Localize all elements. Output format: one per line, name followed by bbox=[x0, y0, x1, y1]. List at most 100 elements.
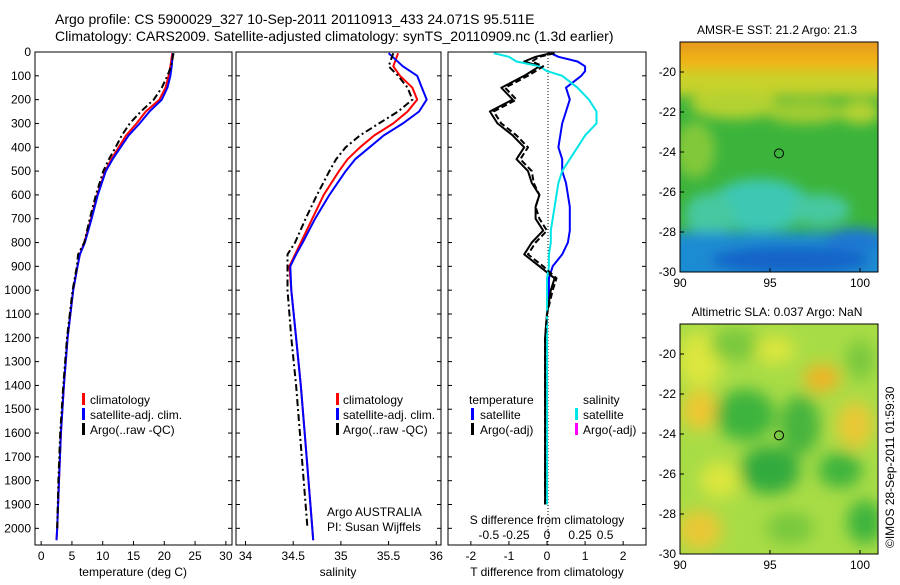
map-y-tick-label: -24 bbox=[659, 427, 677, 441]
x-tick-label: 0 bbox=[38, 549, 45, 563]
series-line-salinity-satellite bbox=[493, 52, 598, 505]
y-tick-label: 1300 bbox=[4, 355, 31, 369]
map-y-tick-label: -26 bbox=[659, 185, 677, 199]
y-tick-label: 1500 bbox=[4, 402, 31, 416]
depth-tick-labels: 0 100 200 300 400 500 600 700 800 900 1000 1100 1200… bbox=[4, 45, 31, 535]
y-tick-label: 400 bbox=[11, 140, 31, 154]
legend-swatch-t-satellite bbox=[471, 408, 474, 420]
x-tick-label: 34 bbox=[239, 549, 253, 563]
y-tick-label: 200 bbox=[11, 93, 31, 107]
legend-label-t-satellite: satellite bbox=[480, 408, 521, 422]
map-y-tick-label: -26 bbox=[659, 467, 677, 481]
map-x-tick-label: 95 bbox=[763, 276, 777, 290]
x-tick-label: -2 bbox=[466, 549, 477, 563]
legend-label-s-argo: Argo(-adj) bbox=[583, 423, 636, 437]
y-tick-label: 800 bbox=[11, 236, 31, 250]
map-x-tick-label: 90 bbox=[673, 276, 687, 290]
y-tick-label: 1700 bbox=[4, 450, 31, 464]
legend-swatch-climatology bbox=[82, 393, 85, 405]
x-tick-label: 25 bbox=[188, 549, 202, 563]
x-tick-label: 1 bbox=[582, 549, 589, 563]
sst-map-ticks: 90 95 100 -20 -22 -24 -26 -28 -30 bbox=[659, 65, 871, 290]
sla-map-ticks: 90 95 100 -20 -22 -24 -26 -28 -30 bbox=[659, 347, 871, 572]
legend-swatch-climatology bbox=[336, 393, 339, 405]
salinity-tick-labels: 34 34.5 35 35.5 36 bbox=[239, 541, 443, 563]
x-tick-label: 5 bbox=[69, 549, 76, 563]
series-line-temperature-satellite bbox=[546, 52, 587, 505]
sla-map-frame bbox=[679, 323, 879, 555]
t-difference-tick-labels: -2 -1 0 1 2 bbox=[466, 541, 627, 563]
legend-swatch-argo bbox=[336, 423, 339, 435]
x-tick-label: 35 bbox=[334, 549, 348, 563]
salinity-profile-panel: 34 34.5 35 35.5 36 climatology satellite-adj… bbox=[235, 51, 443, 579]
sla-map-title: Altimetric SLA: 0.037 Argo: NaN bbox=[692, 305, 863, 319]
sst-heatmap bbox=[680, 42, 878, 272]
float-program-annotation: Argo AUSTRALIA bbox=[327, 505, 422, 519]
y-tick-label: 1100 bbox=[5, 307, 31, 321]
map-y-tick-label: -20 bbox=[659, 65, 677, 79]
legend-swatch-argo bbox=[82, 423, 85, 435]
map-y-tick-label: -28 bbox=[659, 507, 677, 521]
map-x-tick-label: 100 bbox=[850, 276, 870, 290]
s-difference-xlabel: S difference from climatology bbox=[470, 513, 625, 527]
difference-series-lines bbox=[488, 52, 598, 505]
temperature-xlabel: temperature (deg C) bbox=[79, 565, 187, 579]
map-x-tick-label: 100 bbox=[850, 558, 870, 572]
x-tick-label: 2 bbox=[620, 549, 627, 563]
y-tick-label: 500 bbox=[11, 164, 31, 178]
salinity-series-lines bbox=[286, 52, 428, 541]
float-pi-annotation: PI: Susan Wijffels bbox=[327, 520, 421, 534]
y-tick-label: 600 bbox=[11, 188, 31, 202]
x-tick-label: 15 bbox=[127, 549, 141, 563]
y-tick-label: 1200 bbox=[4, 331, 31, 345]
legend-header-temperature: temperature bbox=[469, 393, 534, 407]
series-line-climatology bbox=[55, 53, 174, 541]
legend-swatch-t-argo bbox=[471, 423, 474, 435]
x-tick-label: 10 bbox=[96, 549, 110, 563]
salinity-axes-frame bbox=[235, 51, 442, 546]
x-tick-label: 30 bbox=[219, 549, 233, 563]
x-tick-label: 34.5 bbox=[282, 549, 306, 563]
temperature-profile-panel: 0100200300400500600700800900100011001200… bbox=[4, 45, 233, 579]
series-line-argo-raw-qc bbox=[286, 52, 414, 529]
map-x-tick-label: 95 bbox=[763, 558, 777, 572]
legend-label-climatology: climatology bbox=[343, 393, 403, 407]
map-y-tick-label: -22 bbox=[659, 387, 677, 401]
top-tick-label: 0.5 bbox=[597, 528, 614, 542]
y-tick-label: 1600 bbox=[4, 426, 31, 440]
top-tick-label: 0 bbox=[544, 528, 551, 542]
y-tick-label: 1900 bbox=[4, 498, 31, 512]
temperature-series-lines bbox=[55, 53, 175, 541]
sst-map-panel: AMSR-E SST: 21.2 Argo: 21.3 90 95 100 -20 -2… bbox=[659, 23, 879, 290]
top-tick-label: -0.25 bbox=[502, 528, 530, 542]
y-tick-label: 2000 bbox=[4, 521, 31, 535]
x-tick-label: 36 bbox=[430, 549, 444, 563]
salinity-xlabel: salinity bbox=[320, 565, 357, 579]
map-y-tick-label: -20 bbox=[659, 347, 677, 361]
x-tick-label: -1 bbox=[504, 549, 515, 563]
top-tick-label: -0.5 bbox=[479, 528, 500, 542]
legend-label-satellite: satellite-adj. clim. bbox=[343, 408, 435, 422]
map-y-tick-label: -28 bbox=[659, 225, 677, 239]
x-tick-label: 20 bbox=[158, 549, 172, 563]
legend-swatch-s-satellite bbox=[575, 408, 578, 420]
legend-label-satellite: satellite-adj. clim. bbox=[90, 408, 182, 422]
map-y-tick-label: -22 bbox=[659, 105, 677, 119]
y-tick-label: 900 bbox=[11, 259, 31, 273]
map-y-tick-label: -30 bbox=[659, 265, 677, 279]
map-x-tick-label: 90 bbox=[673, 558, 687, 572]
y-tick-label: 300 bbox=[11, 116, 31, 130]
map-y-tick-label: -24 bbox=[659, 145, 677, 159]
top-tick-label: 0.25 bbox=[568, 528, 592, 542]
salinity-legend: climatology satellite-adj. clim. Argo(..… bbox=[336, 393, 435, 437]
legend-label-t-argo: Argo(-adj) bbox=[480, 423, 533, 437]
series-line-satellite-adj-clim bbox=[289, 52, 428, 541]
sst-argo-position-marker bbox=[774, 148, 784, 159]
y-tick-label: 700 bbox=[11, 212, 31, 226]
legend-label-s-satellite: satellite bbox=[583, 408, 624, 422]
map-y-tick-label: -30 bbox=[659, 547, 677, 561]
x-tick-label: 0 bbox=[544, 549, 551, 563]
legend-swatch-satellite bbox=[336, 408, 339, 420]
y-tick-label: 1000 bbox=[4, 283, 31, 297]
